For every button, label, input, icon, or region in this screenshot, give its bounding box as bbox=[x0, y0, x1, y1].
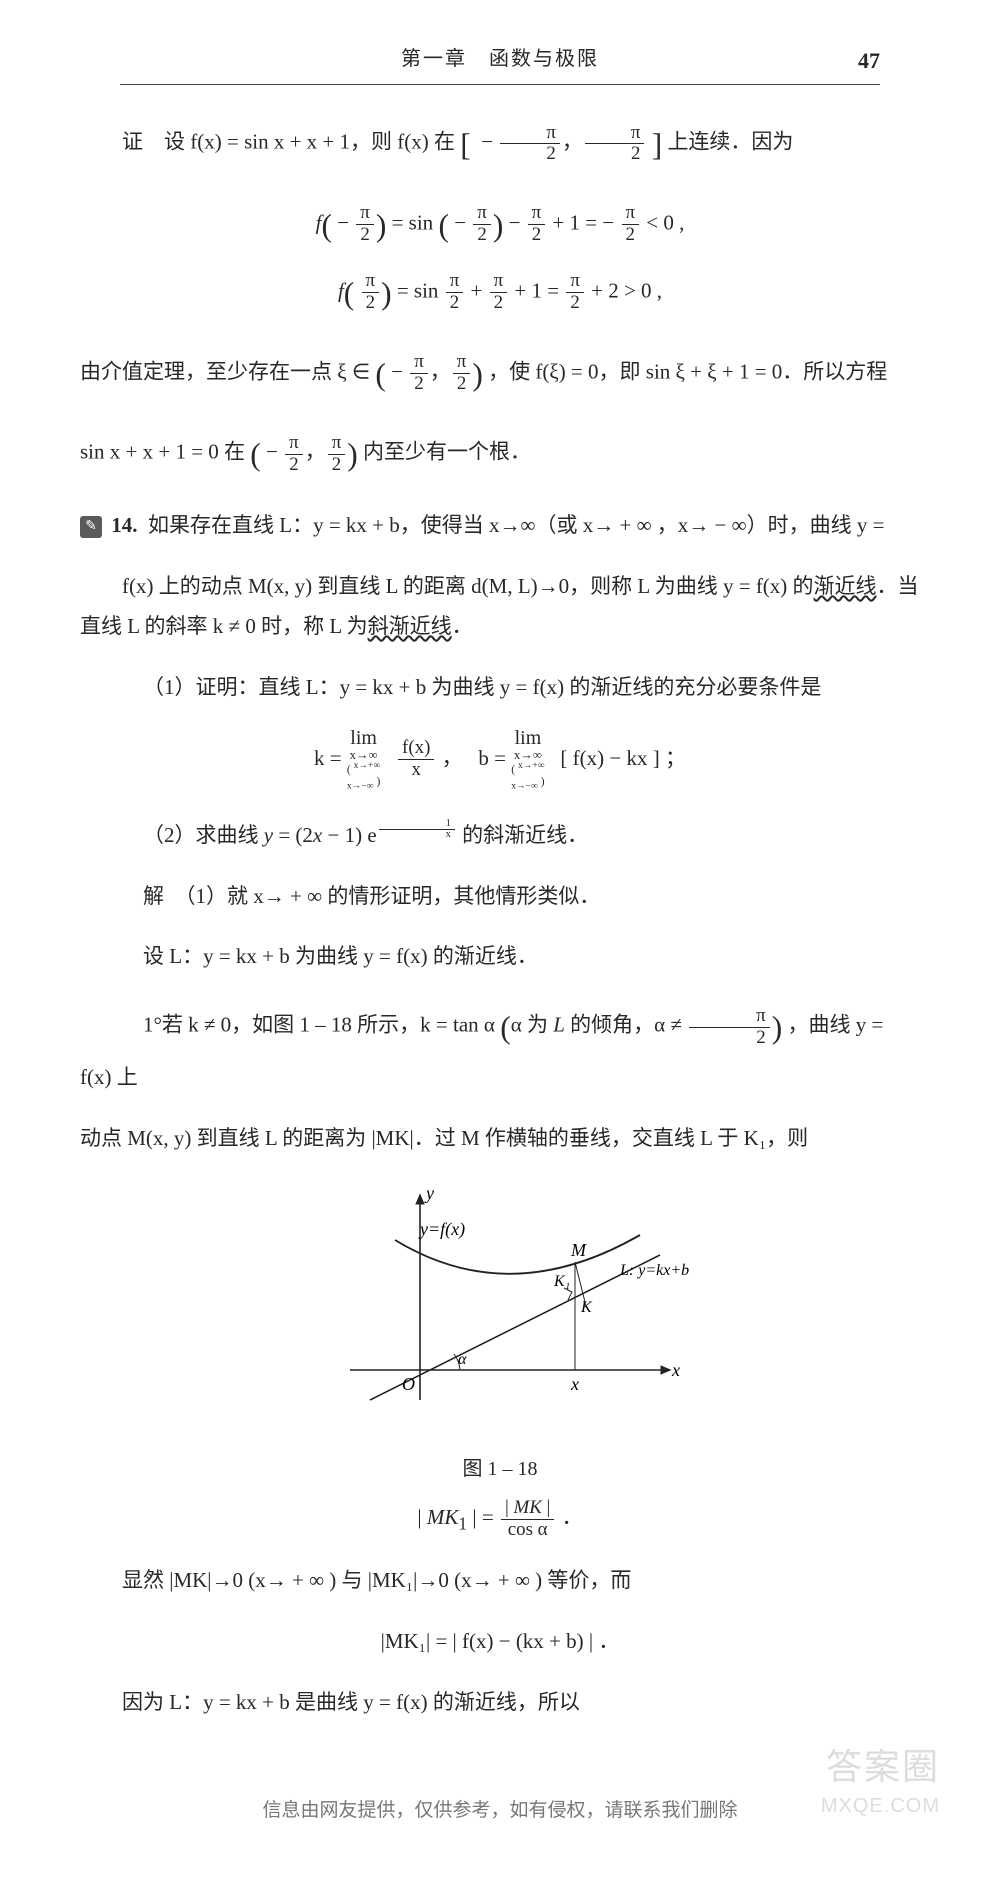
text: f(x) 上的动点 M(x, y) 到直线 L 的距离 d(M, L)→0，则称… bbox=[122, 574, 814, 598]
text: k = bbox=[314, 746, 347, 770]
svg-text:L: y=kx+b: L: y=kx+b bbox=[619, 1262, 689, 1279]
text: 上连续．因为 bbox=[667, 130, 793, 154]
text: [ f(x) − kx ] ； bbox=[560, 746, 686, 770]
after-fig-t1: 显然 |MK|→0 (x→ + ∞ ) 与 |MK₁|→0 (x→ + ∞ ) … bbox=[80, 1561, 920, 1601]
equation-f-pos: f( π2) = sin π2 + π2 + 1 = π2 + 2 > 0 , bbox=[80, 264, 920, 324]
text: sin x + x + 1 = 0 在 bbox=[80, 440, 250, 464]
svg-text:y: y bbox=[424, 1183, 434, 1203]
mk1-equation-2: |MK₁| = | f(x) − (kx + b) | ． bbox=[80, 1622, 920, 1662]
proof-line-2: 由介值定理，至少存在一点 ξ ∈ ( − π2，π2) ，使 f(ξ) = 0，… bbox=[80, 345, 920, 405]
svg-text:K₁: K₁ bbox=[553, 1273, 570, 1290]
page-footer: 信息由网友提供，仅供参考，如有侵权，请联系我们删除 答案圈 MXQE.COM bbox=[80, 1793, 920, 1829]
page-number: 47 bbox=[858, 40, 880, 82]
oblique-term: 斜渐近线 bbox=[368, 614, 452, 638]
text: ， bbox=[442, 746, 474, 770]
proof-line-3: sin x + x + 1 = 0 在 ( − π2，π2) 内至少有一个根． bbox=[80, 425, 920, 485]
problem-part2: （2）求曲线 y = (2x − 1) e1x 的斜渐近线． bbox=[80, 812, 920, 856]
solution-line2: 设 L：y = kx + b 为曲线 y = f(x) 的渐近线． bbox=[80, 937, 920, 977]
disclaimer-text: 信息由网友提供，仅供参考，如有侵权，请联系我们删除 bbox=[262, 1800, 737, 1821]
solution-line1: 解 （1）就 x→ + ∞ 的情形证明，其他情形类似． bbox=[80, 877, 920, 917]
svg-text:M: M bbox=[570, 1240, 587, 1260]
svg-text:x: x bbox=[570, 1374, 579, 1394]
svg-text:O: O bbox=[402, 1374, 415, 1394]
frac-num: f(x) bbox=[398, 738, 434, 760]
figure-1-18: Oy x y=f(x) L: y=kx+b MK₁ Kα x 图 1 – 18 bbox=[80, 1180, 920, 1488]
text: ，使 f(ξ) = 0，即 sin ξ + ξ + 1 = 0．所以方程 bbox=[488, 359, 887, 383]
figure-caption: 图 1 – 18 bbox=[80, 1450, 920, 1488]
svg-text:x: x bbox=[671, 1360, 680, 1380]
svg-text:y=f(x): y=f(x) bbox=[418, 1219, 465, 1240]
watermark-url: MXQE.COM bbox=[821, 1787, 940, 1825]
text: 证 设 f(x) = sin x + x + 1，则 f(x) 在 bbox=[122, 130, 460, 154]
page-header: 第一章 函数与极限 47 bbox=[120, 40, 880, 85]
problem-14-cont: f(x) 上的动点 M(x, y) 到直线 L 的距离 d(M, L)→0，则称… bbox=[80, 567, 920, 647]
svg-text:α: α bbox=[458, 1351, 467, 1368]
asymptote-formula: k = lim x→∞ ( x→+∞x→−∞ ) f(x) x ， b = li… bbox=[80, 729, 920, 791]
equation-f-neg: f( − π2) = sin ( − π2) − π2 + 1 = − π2 <… bbox=[80, 196, 920, 256]
asymptote-term: 渐近线 bbox=[814, 574, 877, 598]
tag-icon: ✎ bbox=[80, 516, 102, 538]
problem-14-head: ✎ 14. 如果存在直线 L：y = kx + b，使得当 x→∞（或 x→ +… bbox=[80, 506, 920, 546]
text: 1°若 k ≠ 0，如图 1 – 18 所示，k = tan α bbox=[143, 1013, 500, 1037]
proof-line-1: 证 设 f(x) = sin x + x + 1，则 f(x) 在 [ − π2… bbox=[80, 115, 920, 175]
text: b = bbox=[478, 746, 511, 770]
text: 内至少有一个根． bbox=[363, 440, 531, 464]
problem-part1: （1）证明：直线 L：y = kx + b 为曲线 y = f(x) 的渐近线的… bbox=[80, 668, 920, 708]
chapter-title: 第一章 函数与极限 bbox=[401, 40, 599, 78]
lim-label: lim bbox=[511, 729, 544, 749]
lim-label: lim bbox=[347, 729, 380, 749]
svg-text:K: K bbox=[580, 1299, 593, 1316]
after-fig-t2: 因为 L：y = kx + b 是曲线 y = f(x) 的渐近线，所以 bbox=[80, 1683, 920, 1723]
text: 由介值定理，至少存在一点 ξ ∈ bbox=[80, 359, 375, 383]
frac-den: x bbox=[398, 760, 434, 781]
figure-svg: Oy x y=f(x) L: y=kx+b MK₁ Kα x bbox=[310, 1180, 690, 1430]
solution-line3: 1°若 k ≠ 0，如图 1 – 18 所示，k = tan α (α 为 L … bbox=[80, 998, 920, 1098]
solution-line4: 动点 M(x, y) 到直线 L 的距离为 |MK|．过 M 作横轴的垂线，交直… bbox=[80, 1119, 920, 1159]
problem-number: 14. bbox=[111, 513, 137, 537]
text: ． bbox=[452, 614, 473, 638]
text: 如果存在直线 L：y = kx + b，使得当 x→∞（或 x→ + ∞ ，x→… bbox=[148, 513, 884, 537]
mk1-equation: | MK1 | = | MK |cos α ． bbox=[80, 1498, 920, 1541]
